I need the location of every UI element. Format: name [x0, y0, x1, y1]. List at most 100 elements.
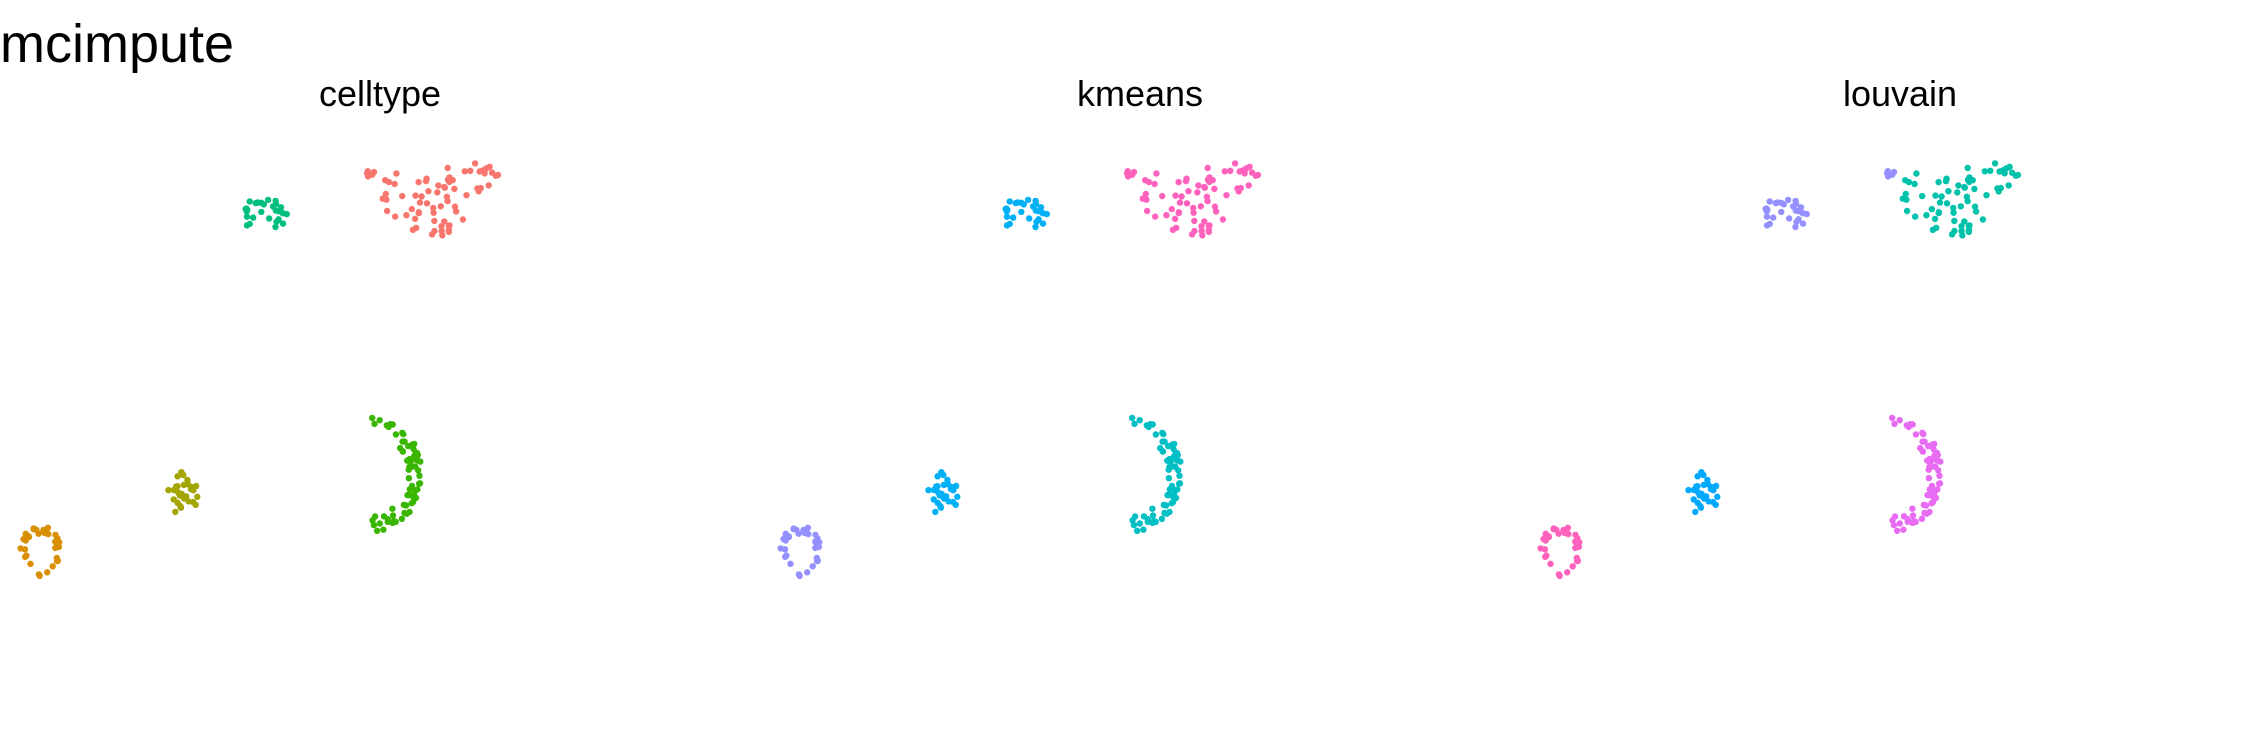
scatter-point: [373, 527, 381, 534]
scatter-point: [1936, 480, 1944, 487]
scatter-point: [393, 170, 400, 177]
scatter-point: [1772, 199, 1779, 207]
scatter-point: [275, 216, 282, 223]
scatter-point: [1160, 501, 1168, 508]
scatter-point: [1786, 215, 1793, 222]
scatter-point: [1136, 417, 1143, 424]
scatter-point: [1143, 207, 1151, 215]
scatter-point: [250, 214, 257, 221]
scatter-point: [2006, 163, 2013, 170]
scatter-point: [1910, 517, 1917, 525]
scatter-point: [405, 475, 413, 482]
scatter-point: [415, 178, 422, 186]
scatter-point: [399, 429, 406, 436]
scatter-point: [400, 501, 408, 508]
scatter-point: [1912, 431, 1920, 438]
scatter-point: [174, 489, 182, 496]
scatter-point: [1129, 414, 1136, 422]
scatter-point: [1035, 216, 1042, 223]
scatter-point: [1163, 212, 1170, 219]
scatter-panel-kmeans: kmeans: [760, 64, 1520, 750]
scatter-point: [1933, 224, 1940, 231]
scatter-point: [1925, 475, 1933, 482]
scatter-point: [1171, 215, 1179, 223]
scatter-point: [1542, 553, 1549, 560]
scatter-point: [192, 482, 200, 490]
scatter-point: [1165, 475, 1173, 482]
scatter-point: [392, 431, 400, 438]
scatter-point: [1241, 170, 1248, 177]
scatter-point: [380, 513, 388, 520]
scatter-point: [1191, 217, 1198, 225]
scatter-point: [410, 492, 418, 499]
scatter-point: [1792, 197, 1799, 205]
scatter-point: [1965, 226, 1972, 233]
scatter-point: [1893, 527, 1901, 534]
scatter-point: [1889, 414, 1896, 422]
scatter-point: [1925, 442, 1932, 450]
scatter-point: [1211, 203, 1219, 210]
scatter-point: [411, 215, 419, 223]
scatter-point: [1197, 203, 1204, 210]
scatter-point: [481, 170, 488, 177]
scatter-point: [1024, 196, 1032, 204]
scatter-point: [423, 200, 431, 207]
scatter-point: [1891, 420, 1898, 428]
scatter-point: [272, 197, 279, 205]
scatter-point: [1703, 493, 1710, 500]
scatter-point: [35, 571, 43, 578]
scatter-point: [1183, 200, 1191, 207]
scatter-point: [1707, 483, 1714, 491]
scatter-point: [1932, 463, 1939, 470]
scatter-point: [1924, 457, 1931, 464]
scatter-point: [272, 223, 279, 231]
scatter-point: [1172, 192, 1179, 199]
scatter-point: [389, 512, 397, 519]
scatter-point: [1205, 226, 1212, 233]
scatter-point: [1158, 515, 1166, 522]
scatter-point: [1889, 171, 1896, 178]
scatter-point: [1971, 185, 1978, 193]
scatter-point: [1569, 563, 1576, 570]
scatter-point: [1133, 527, 1141, 534]
scatter-panel-celltype: celltype: [0, 64, 760, 750]
scatter-point: [1545, 533, 1552, 540]
scatter-point: [1924, 491, 1931, 499]
scatter-point: [1199, 232, 1206, 239]
scatter-point: [1159, 429, 1166, 436]
scatter-point: [1778, 208, 1785, 216]
scatter-point: [1152, 431, 1160, 438]
scatter-point: [1204, 164, 1211, 172]
scatter-point: [178, 469, 185, 476]
scatter-point: [1685, 486, 1692, 494]
scatter-point: [461, 168, 468, 175]
scatter-point: [25, 533, 32, 540]
scatter-point: [404, 491, 411, 499]
panel-title-kmeans: kmeans: [1076, 73, 1204, 114]
scatter-point: [463, 192, 470, 199]
scatter-point: [49, 563, 56, 570]
scatter-point: [279, 220, 287, 227]
scatter-point: [423, 175, 430, 182]
scatter-point: [1032, 223, 1039, 231]
scatter-point: [1152, 213, 1159, 220]
scatter-point: [1002, 205, 1009, 213]
scatter-point: [1236, 168, 1243, 175]
scatter-point: [1018, 208, 1025, 216]
scatter-point: [183, 493, 190, 500]
scatter-point: [934, 473, 941, 480]
scatter-point: [1183, 175, 1190, 182]
scatter-point: [1145, 178, 1153, 186]
scatter-point: [1150, 517, 1157, 525]
scatter-point: [252, 199, 259, 207]
scatter-point: [17, 545, 24, 552]
scatter-point: [451, 185, 458, 193]
scatter-point: [412, 192, 419, 199]
scatter-point: [1694, 489, 1702, 496]
scatter-point: [1928, 205, 1935, 213]
scatter-panel-louvain: louvain: [1520, 64, 2250, 750]
scatter-point: [370, 521, 378, 529]
scatter-point: [782, 553, 789, 560]
scatter-point: [1190, 204, 1197, 212]
scatter-point: [793, 526, 800, 534]
